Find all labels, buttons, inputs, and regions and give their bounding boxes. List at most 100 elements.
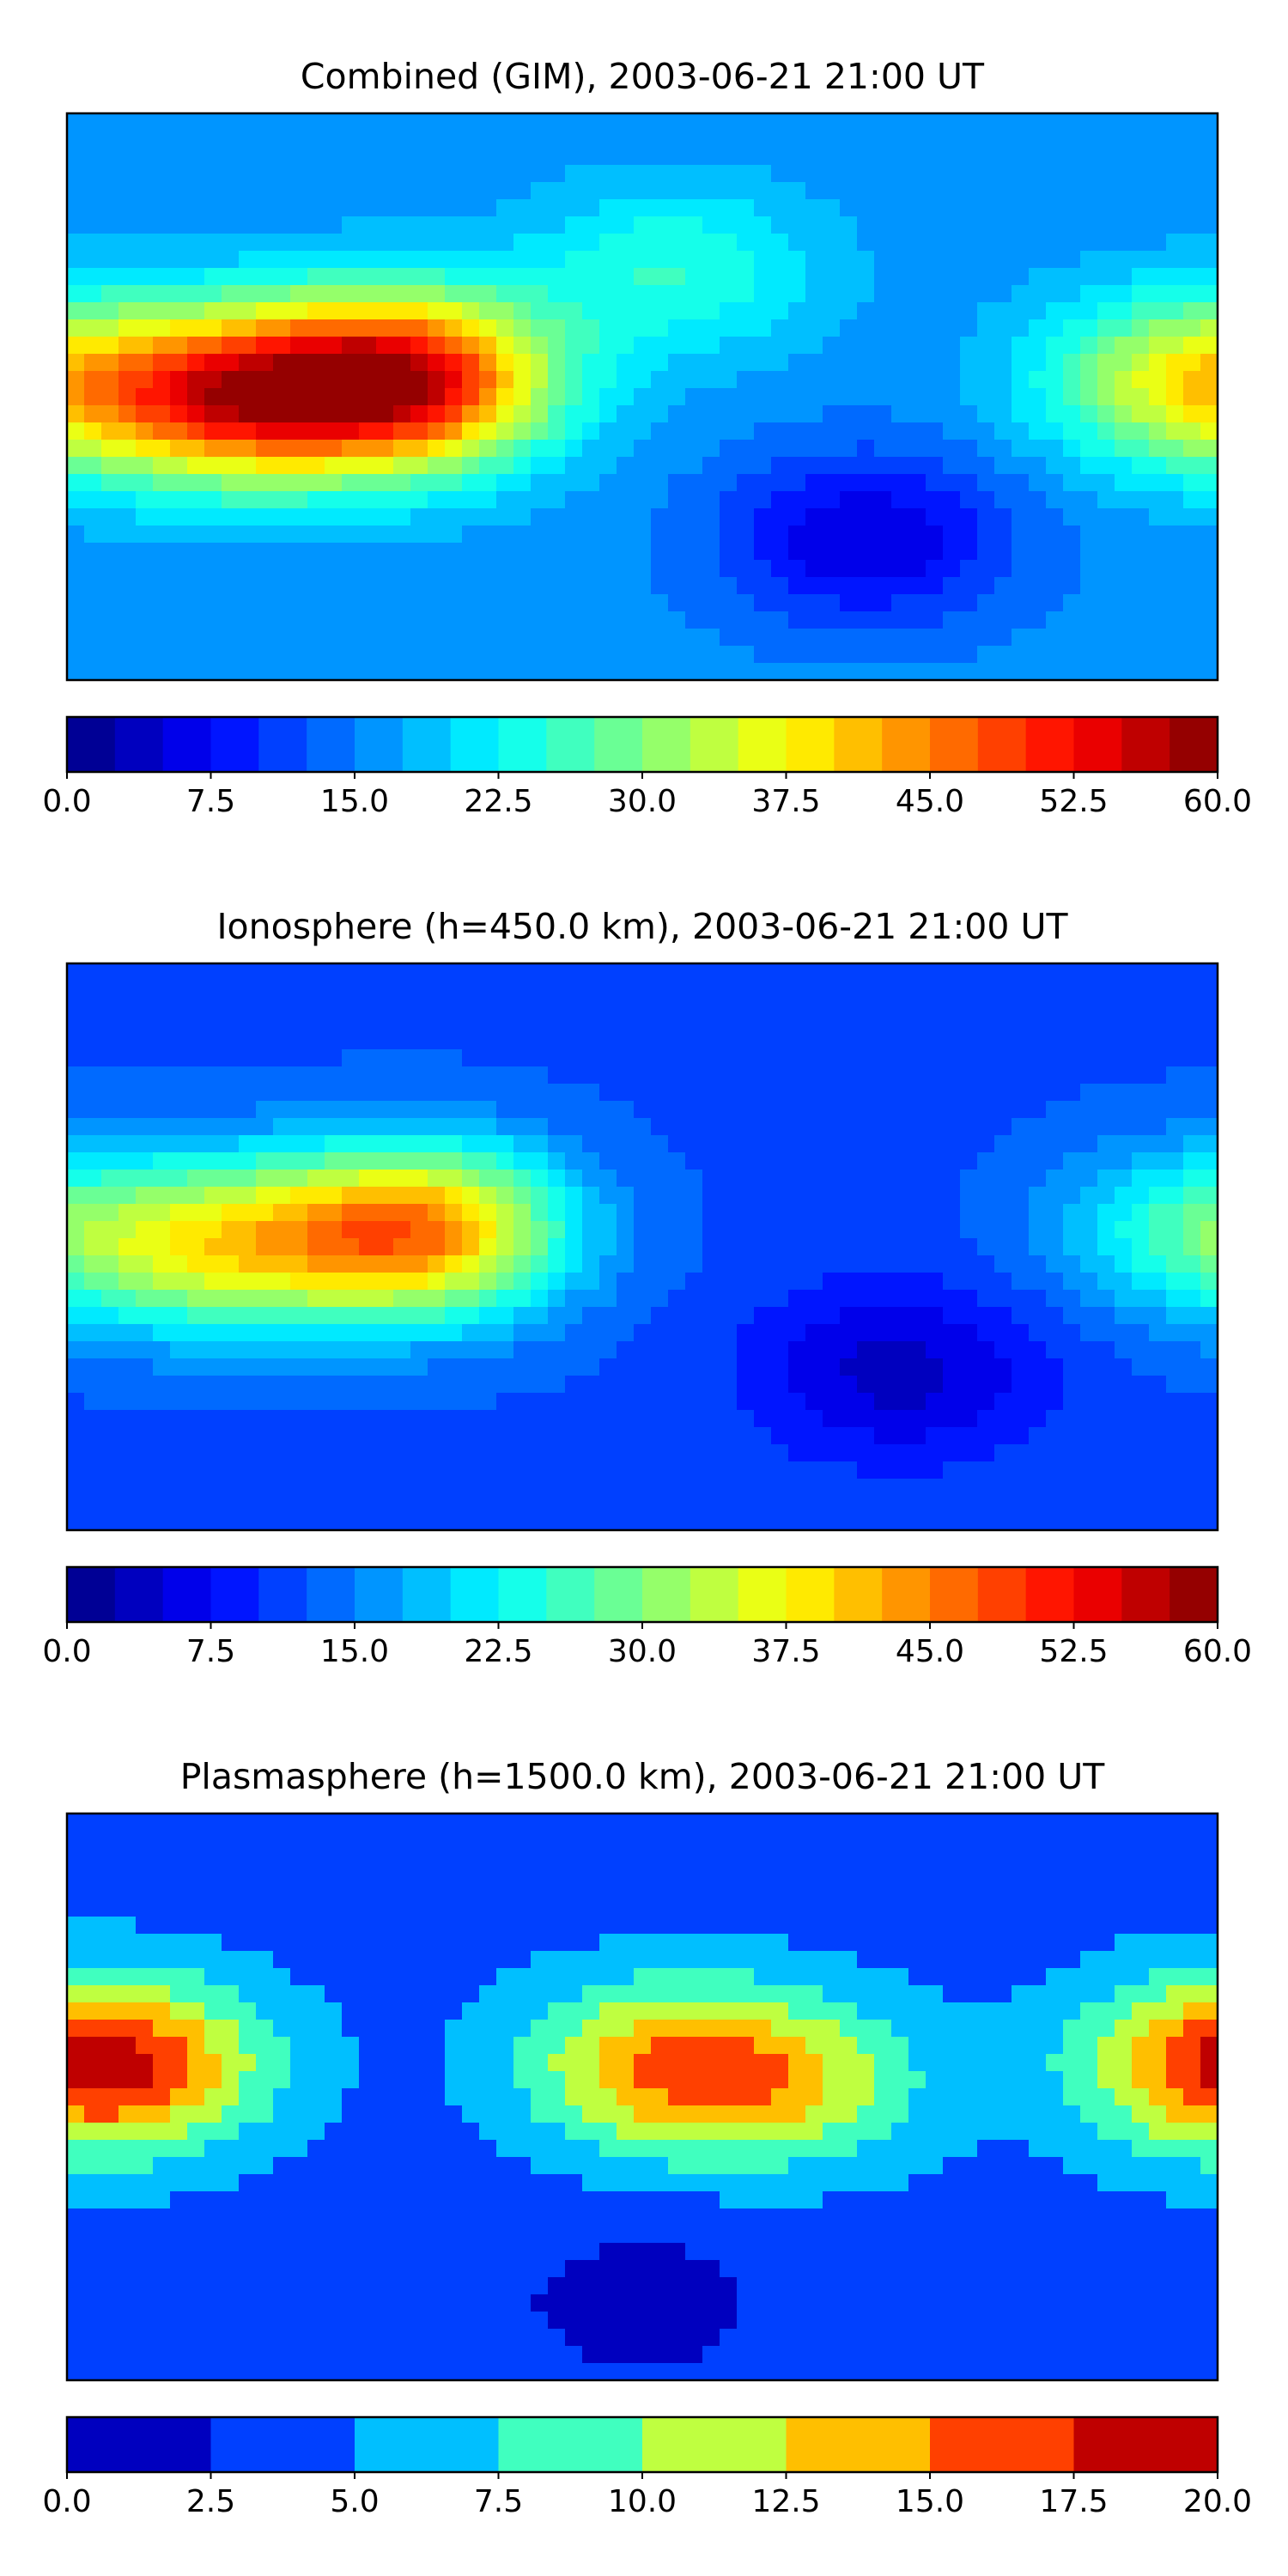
field-cell [1132, 388, 1150, 406]
field-cell [599, 1814, 617, 1832]
field-cell [256, 491, 274, 509]
field-cell [754, 1410, 772, 1428]
field-cell [428, 199, 446, 217]
field-cell [685, 1015, 703, 1033]
field-cell [342, 1204, 360, 1222]
field-cell [531, 663, 549, 680]
field-cell [926, 491, 944, 509]
field-cell [840, 1393, 858, 1411]
field-cell [617, 611, 635, 629]
field-cell [857, 1917, 875, 1935]
field-cell [136, 474, 154, 492]
field-cell [170, 594, 188, 612]
field-cell [823, 165, 841, 183]
field-cell [204, 1427, 222, 1445]
field-cell [342, 1831, 360, 1849]
field-cell [359, 998, 377, 1016]
field-cell [204, 371, 222, 389]
field-cell [342, 1865, 360, 1883]
field-cell [67, 405, 85, 423]
field-cell [805, 1917, 823, 1935]
field-cell [1029, 1376, 1047, 1394]
field-cell [857, 1032, 875, 1050]
field-cell [908, 1135, 927, 1153]
field-cell [410, 1917, 428, 1935]
field-cell [599, 422, 617, 440]
field-cell [565, 1461, 583, 1479]
field-cell [1080, 354, 1098, 372]
field-cell [960, 1865, 978, 1883]
field-cell [994, 1376, 1012, 1394]
field-cell [565, 405, 583, 423]
field-cell [565, 560, 583, 578]
field-cell [1115, 1049, 1133, 1067]
field-cell [548, 1376, 566, 1394]
field-cell [342, 285, 360, 303]
field-cell [1149, 508, 1167, 526]
field-cell [788, 234, 806, 252]
field-cell [513, 234, 532, 252]
field-cell [1080, 629, 1098, 647]
field-cell [617, 422, 635, 440]
field-cell [908, 1015, 927, 1033]
field-cell [1012, 422, 1030, 440]
field-cell [617, 113, 635, 131]
field-cell [376, 1496, 394, 1514]
field-cell [960, 1290, 978, 1308]
field-cell [994, 1917, 1012, 1935]
field-cell [599, 1307, 617, 1325]
field-cell [101, 1882, 119, 1900]
field-cell [651, 1066, 669, 1084]
field-cell [582, 148, 600, 166]
field-cell [702, 526, 720, 544]
field-cell [994, 1479, 1012, 1497]
field-cell [926, 1049, 944, 1067]
field-cell [737, 1341, 755, 1359]
field-cell [565, 1101, 583, 1119]
field-cell [651, 629, 669, 647]
field-cell [531, 388, 549, 406]
field-cell [617, 285, 635, 303]
field-cell [204, 1848, 222, 1866]
field-cell [702, 1831, 720, 1849]
field-cell [548, 1152, 566, 1170]
field-cell [170, 508, 188, 526]
field-cell [239, 1496, 257, 1514]
field-cell [325, 1152, 343, 1170]
field-cell [256, 1513, 274, 1530]
field-cell [1149, 337, 1167, 355]
field-cell [187, 1934, 205, 1952]
field-cell [376, 611, 394, 629]
field-cell [118, 963, 137, 981]
field-cell [153, 319, 171, 337]
field-cell [754, 1084, 772, 1102]
field-cell [1012, 371, 1030, 389]
field-cell [771, 1393, 789, 1411]
field-cell [1183, 1917, 1201, 1935]
field-cell [496, 560, 514, 578]
field-cell [1166, 594, 1184, 612]
field-cell [445, 1255, 463, 1273]
field-cell [702, 1393, 720, 1411]
field-cell [1183, 491, 1201, 509]
field-cell [1012, 963, 1030, 981]
field-cell [737, 577, 755, 595]
field-cell [651, 560, 669, 578]
field-cell [307, 1324, 325, 1342]
field-cell [273, 1848, 291, 1866]
field-cell [874, 1461, 892, 1479]
field-cell [1132, 1084, 1150, 1102]
field-cell [359, 474, 377, 492]
field-cell [702, 1882, 720, 1900]
field-cell [994, 1187, 1012, 1205]
field-cell [428, 1273, 446, 1291]
field-cell [823, 611, 841, 629]
field-cell [565, 1831, 583, 1849]
field-cell [153, 963, 171, 981]
field-cell [891, 440, 909, 458]
field-cell [204, 1444, 222, 1462]
field-cell [187, 1135, 205, 1153]
field-cell [1029, 594, 1047, 612]
field-cell [67, 981, 85, 999]
field-cell [136, 1015, 154, 1033]
